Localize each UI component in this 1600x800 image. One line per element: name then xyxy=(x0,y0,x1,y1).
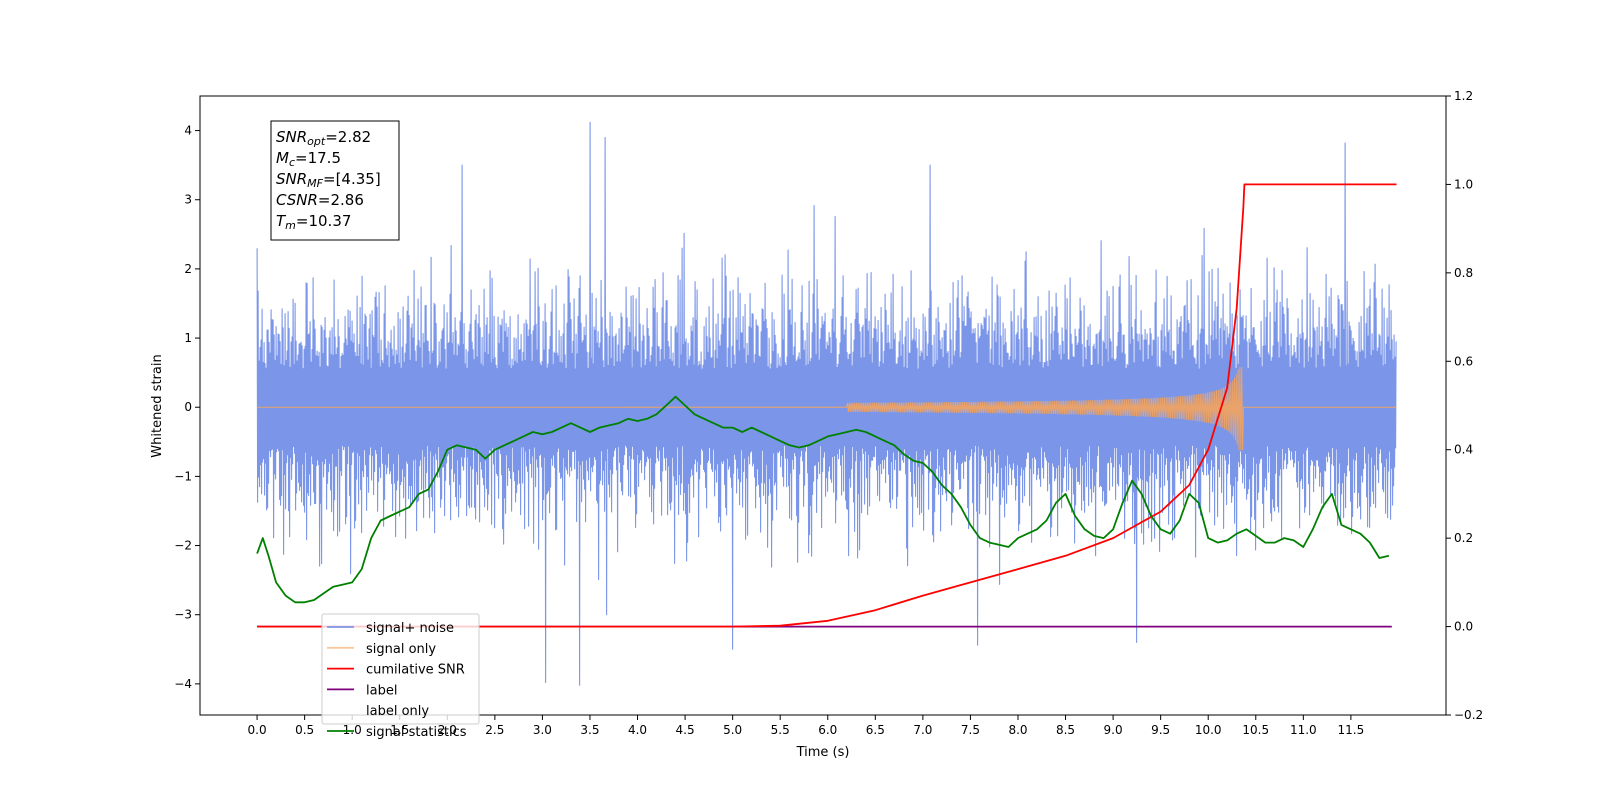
x-tick-label: 6.0 xyxy=(818,723,837,737)
y-tick-label: −1 xyxy=(174,469,192,483)
y2-tick-label: 0.4 xyxy=(1454,443,1473,457)
x-tick-label: 11.5 xyxy=(1338,723,1365,737)
x-tick-label: 1.5 xyxy=(390,723,409,737)
stats-line: CSNR=2.86 xyxy=(276,191,364,209)
legend-label: label only xyxy=(366,704,429,719)
y2-tick-label: 0.0 xyxy=(1454,620,1473,634)
stats-subscript: MF xyxy=(307,177,323,190)
stats-subscript: c xyxy=(289,156,295,169)
stats-symbol: CSNR xyxy=(276,191,318,209)
y2-tick-label: 0.6 xyxy=(1454,354,1473,368)
y2-tick-label: 1.0 xyxy=(1454,177,1473,191)
stats-symbol: M xyxy=(276,149,289,167)
x-tick-label: 5.0 xyxy=(723,723,742,737)
stats-value: =17.5 xyxy=(295,149,341,167)
legend-label: signal only xyxy=(366,642,436,657)
x-tick-label: 10.0 xyxy=(1195,723,1222,737)
series-signal-noise-line xyxy=(256,121,1397,686)
legend-label: signal+ noise xyxy=(366,621,454,636)
x-tick-label: 7.0 xyxy=(913,723,932,737)
y-tick-label: 2 xyxy=(184,262,192,276)
legend-frame xyxy=(321,613,480,725)
stats-line: Tm=10.37 xyxy=(276,212,351,232)
stats-subscript: m xyxy=(285,219,296,232)
x-tick-label: 0.5 xyxy=(295,723,314,737)
x-tick-label: 0.0 xyxy=(248,723,267,737)
y-tick-label: −4 xyxy=(174,677,192,691)
x-tick-label: 2.5 xyxy=(485,723,504,737)
series-cumulative-snr-line xyxy=(257,183,1397,628)
y2-tick-label: 0.8 xyxy=(1454,266,1473,280)
y-axis-left: 4 3 2 1 0 −1 −2 −3 −4 xyxy=(174,124,200,691)
series-signal-statistics-line xyxy=(256,395,1390,604)
x-tick-label: 3.0 xyxy=(533,723,552,737)
x-tick-label: 1.0 xyxy=(343,723,362,737)
stats-value: =10.37 xyxy=(296,212,352,230)
legend-label: label xyxy=(366,683,397,698)
stats-symbol: T xyxy=(276,212,287,230)
x-tick-label: 9.0 xyxy=(1104,723,1123,737)
y-tick-label: 4 xyxy=(184,124,192,138)
y-tick-label: 0 xyxy=(184,400,192,414)
stats-line: SNRMF=[4.35] xyxy=(276,170,381,190)
legend: signal+ noise signal only cumilative SNR la… xyxy=(321,613,480,740)
x-axis-label: Time (s) xyxy=(796,745,850,760)
stats-box: SNRopt=2.82Mc=17.5SNRMF=[4.35]CSNR=2.86T… xyxy=(270,120,400,241)
series-signal-only-line xyxy=(257,367,1397,451)
y-tick-label: −3 xyxy=(174,608,192,622)
x-tick-label: 4.5 xyxy=(676,723,695,737)
stats-subscript: opt xyxy=(307,135,326,148)
y-tick-label: −2 xyxy=(174,539,192,553)
y2-tick-label: 0.2 xyxy=(1454,531,1473,545)
stats-symbol: SNR xyxy=(276,170,307,188)
x-tick-label: 6.5 xyxy=(866,723,885,737)
x-tick-label: 10.5 xyxy=(1242,723,1269,737)
x-tick-label: 8.5 xyxy=(1056,723,1075,737)
legend-label: signal statistics xyxy=(366,725,467,740)
y-tick-label: 3 xyxy=(184,193,192,207)
stats-value: =[4.35] xyxy=(323,170,381,188)
stats-symbol: SNR xyxy=(276,128,307,146)
stats-box-frame xyxy=(270,120,400,241)
x-axis: 0.0 0.5 1.0 1.5 2.0 2.5 3.0 3.5 4.0 4.5 5.0 5.5 6.0 6… xyxy=(248,715,1365,737)
y2-tick-label: 1.2 xyxy=(1454,89,1473,103)
x-tick-label: 4.0 xyxy=(628,723,647,737)
y-tick-label: 1 xyxy=(184,331,192,345)
x-tick-label: 3.5 xyxy=(580,723,599,737)
y-axis-right: 1.2 1.0 0.8 0.6 0.4 0.2 0.0 −0.2 xyxy=(1446,89,1483,722)
x-tick-label: 7.5 xyxy=(961,723,980,737)
x-tick-label: 2.0 xyxy=(438,723,457,737)
stats-value: =2.82 xyxy=(325,128,371,146)
x-tick-label: 8.0 xyxy=(1008,723,1027,737)
x-tick-label: 11.0 xyxy=(1290,723,1317,737)
stats-line: SNRopt=2.82 xyxy=(276,128,371,148)
stats-value: =2.86 xyxy=(318,191,364,209)
y2-tick-label: −0.2 xyxy=(1454,708,1483,722)
x-tick-label: 5.5 xyxy=(771,723,790,737)
plot-frame xyxy=(199,95,1447,716)
legend-label: cumilative SNR xyxy=(366,663,465,678)
x-tick-label: 9.5 xyxy=(1151,723,1170,737)
y-axis-label: Whitened strain xyxy=(150,354,165,457)
stats-line: Mc=17.5 xyxy=(276,149,341,169)
